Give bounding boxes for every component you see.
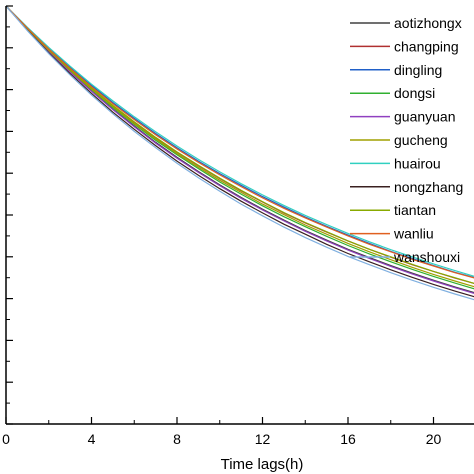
legend-label-wanshouxi: wanshouxi <box>393 249 460 265</box>
series-line-guanyuan <box>5 5 474 294</box>
legend-label-changping: changping <box>394 38 459 54</box>
series-line-dingling <box>5 5 474 279</box>
legend-label-tiantan: tiantan <box>394 202 436 218</box>
x-ticks: 0 4 8 12 16 20 <box>2 417 441 447</box>
series-line-huairou <box>5 5 474 277</box>
legend-label-nongzhang: nongzhang <box>394 179 463 195</box>
series-line-wanliu <box>5 5 474 279</box>
legend-label-dingling: dingling <box>394 62 442 78</box>
legend-label-gucheng: gucheng <box>394 132 448 148</box>
legend-label-guanyuan: guanyuan <box>394 109 456 125</box>
legend-label-wanliu: wanliu <box>393 226 434 242</box>
legend-label-aotizhongx: aotizhongx <box>394 15 462 31</box>
x-tick-label: 0 <box>2 431 10 447</box>
x-tick-label: 8 <box>173 431 181 447</box>
x-tick-label: 16 <box>340 431 356 447</box>
legend: aotizhongx changping dingling dongsi guanyua… <box>350 15 463 265</box>
legend-label-huairou: huairou <box>394 155 441 171</box>
x-tick-label: 12 <box>255 431 271 447</box>
series-layer <box>5 5 474 301</box>
series-line-wanshouxi <box>5 5 474 301</box>
series-line-gucheng <box>5 5 474 288</box>
series-line-tiantan <box>5 5 474 284</box>
x-tick-label: 20 <box>426 431 442 447</box>
x-axis-title: Time lags(h) <box>221 456 304 473</box>
series-line-nongzhang <box>5 5 474 298</box>
y-ticks <box>6 5 13 425</box>
legend-label-dongsi: dongsi <box>394 85 435 101</box>
x-tick-label: 4 <box>88 431 96 447</box>
